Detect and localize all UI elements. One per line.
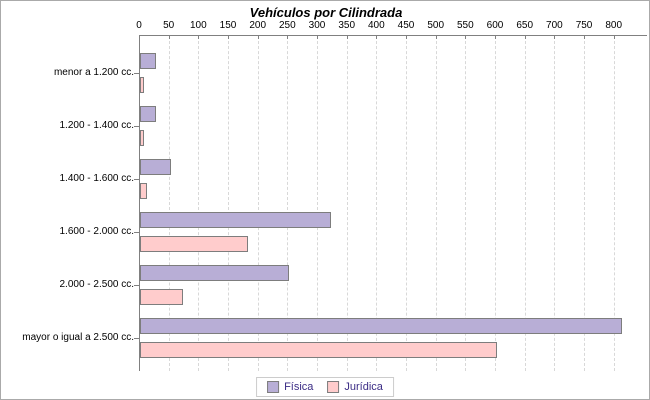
axis-tick: [228, 35, 229, 39]
legend-entry-juridica: Jurídica: [327, 381, 383, 393]
category-label: 1.600 - 2.000 cc.: [59, 226, 135, 237]
gridline: [584, 36, 586, 371]
axis-tick: [317, 35, 318, 39]
axis-tick: [376, 35, 378, 39]
legend-swatch-juridica: [327, 381, 340, 393]
category-label: 2.000 - 2.500 cc.: [59, 279, 135, 290]
gridline: [406, 36, 408, 371]
axis-tick: [406, 35, 408, 39]
axis-tick: [495, 35, 497, 39]
category-label: menor a 1.200 cc.: [53, 67, 134, 78]
gridline: [435, 36, 437, 371]
axis-tick: [168, 35, 170, 39]
axis-tick: [554, 35, 556, 39]
chart-title: Vehículos por Cilindrada: [249, 5, 403, 20]
category-tick: [134, 179, 139, 180]
axis-tick-label: 450: [397, 20, 415, 31]
gridline: [554, 36, 556, 371]
gridline: [317, 36, 318, 371]
category-tick: [134, 285, 139, 286]
bar-juridica: [140, 183, 147, 199]
category-label: 1.200 - 1.400 cc.: [59, 120, 135, 131]
axis-tick-label: 550: [457, 20, 474, 31]
axis-tick-label: 150: [219, 20, 237, 31]
axis-tick: [346, 35, 348, 39]
bar-fisica: [140, 53, 156, 69]
axis-tick: [198, 35, 200, 39]
axis-tick: [287, 35, 289, 39]
legend-label-fisica: Física: [284, 381, 314, 393]
axis-tick: [257, 35, 259, 39]
category-label: 1.400 - 1.600 cc.: [59, 173, 135, 184]
legend-entry-fisica: Física: [267, 381, 313, 393]
gridline: [465, 36, 467, 371]
bar-fisica: [140, 265, 289, 281]
category-label: mayor o igual a 2.500 cc.: [22, 332, 134, 343]
axis-tick-label: 250: [279, 20, 296, 31]
gridline: [495, 36, 497, 371]
gridline: [168, 36, 170, 371]
bar-fisica: [140, 106, 156, 122]
category-tick: [134, 126, 139, 127]
axis-tick-label: 600: [486, 20, 504, 31]
axis-tick-label: 650: [516, 20, 534, 31]
bar-fisica: [140, 318, 622, 334]
legend-swatch-fisica: [267, 381, 280, 393]
gridline: [198, 36, 200, 371]
value-axis-line: [139, 35, 647, 36]
axis-tick: [465, 35, 467, 39]
bar-fisica: [140, 159, 171, 175]
axis-tick: [435, 35, 437, 39]
gridline: [613, 36, 615, 371]
axis-tick-label: 100: [189, 20, 207, 31]
gridline: [287, 36, 289, 371]
axis-tick-label: 0: [136, 20, 142, 31]
category-tick: [134, 338, 139, 339]
gridline: [257, 36, 259, 371]
axis-tick-label: 500: [427, 20, 445, 31]
axis-tick-label: 350: [338, 20, 356, 31]
gridline: [228, 36, 229, 371]
category-tick: [134, 73, 139, 74]
bar-juridica: [140, 342, 497, 358]
bar-juridica: [140, 130, 144, 146]
axis-tick: [524, 35, 526, 39]
axis-tick: [584, 35, 586, 39]
category-tick: [134, 232, 139, 233]
axis-tick-label: 50: [163, 20, 175, 31]
bar-fisica: [140, 212, 331, 228]
gridline: [376, 36, 378, 371]
gridline: [346, 36, 348, 371]
axis-tick-label: 200: [249, 20, 267, 31]
gridline: [524, 36, 526, 371]
bar-juridica: [140, 236, 248, 252]
bar-juridica: [140, 77, 144, 93]
category-axis-line: [139, 35, 140, 371]
axis-tick-label: 700: [546, 20, 563, 31]
bar-juridica: [140, 289, 183, 305]
legend-label-juridica: Jurídica: [344, 381, 383, 393]
legend: Física Jurídica: [256, 377, 394, 397]
axis-tick-label: 750: [575, 20, 593, 31]
axis-tick-label: 300: [308, 20, 326, 31]
axis-tick-label: 800: [605, 20, 623, 31]
axis-tick-label: 400: [368, 20, 385, 31]
axis-tick: [613, 35, 615, 39]
